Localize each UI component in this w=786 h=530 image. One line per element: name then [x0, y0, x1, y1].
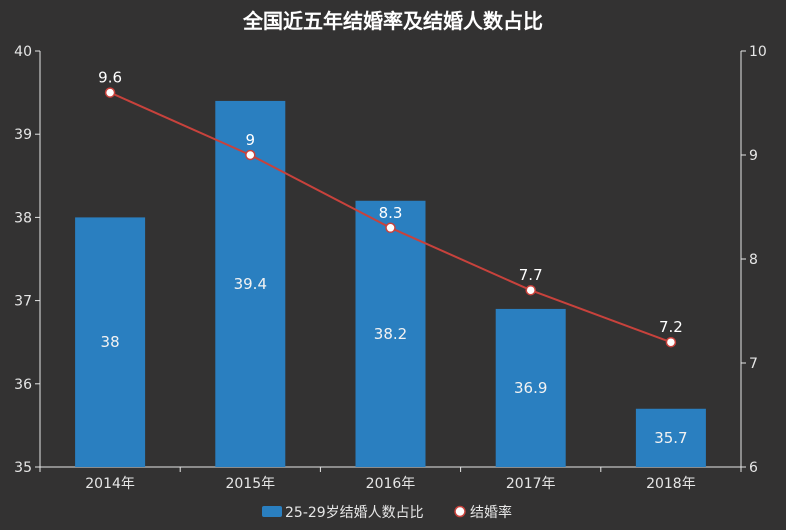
- line-data-label: 9.6: [98, 69, 122, 87]
- line-data-label: 9: [246, 131, 256, 149]
- bar: [635, 408, 706, 467]
- bar: [355, 200, 426, 467]
- line-data-label: 7.7: [519, 266, 543, 284]
- x-tick-label: 2015年: [225, 476, 275, 492]
- y-right-tick-label: 7: [749, 356, 758, 372]
- bar-data-label: 38: [101, 333, 120, 351]
- y-right-tick-label: 6: [749, 460, 758, 476]
- x-tick-label: 2018年: [646, 476, 696, 492]
- bar-data-label: 38.2: [374, 325, 407, 343]
- line-layer: 9.6 9 8.3 7.7 7.2: [98, 69, 683, 348]
- legend-bar-swatch: [262, 506, 282, 517]
- line-point: [385, 222, 396, 234]
- bar-data-label: 36.9: [514, 379, 547, 397]
- y-right-tick-label: 9: [749, 148, 758, 164]
- bars: 38 39.4 38.2 36.9 35.7: [75, 100, 706, 468]
- x-tick-label: 2017年: [506, 476, 556, 492]
- chart-title: 全国近五年结婚率及结婚人数占比: [242, 9, 543, 33]
- x-tick-label: 2014年: [85, 476, 135, 492]
- y-left-tick-label: 36: [14, 377, 32, 393]
- y-left-tick-label: 38: [14, 210, 32, 226]
- y-left-tick-label: 39: [14, 127, 32, 143]
- line-point: [104, 87, 116, 98]
- y-left-tick-label: 35: [14, 460, 32, 476]
- y-left-tick-label: 40: [14, 44, 32, 60]
- line-data-label: 8.3: [379, 204, 403, 222]
- legend-line-swatch: [454, 505, 466, 518]
- x-tick-label: 2016年: [366, 476, 416, 492]
- line-point: [245, 149, 256, 161]
- bar: [215, 100, 286, 468]
- axes: 35 36 37 38 39 40 6 7 8 9 10 2014年 2015年 2016年 2017年 20…: [14, 44, 767, 492]
- bar: [495, 308, 566, 467]
- y-right-tick-label: 8: [749, 252, 758, 268]
- line-data-label: 7.2: [659, 318, 683, 336]
- y-right-tick-label: 10: [749, 44, 767, 60]
- bar: [75, 217, 146, 467]
- y-left-tick-label: 37: [14, 294, 32, 310]
- legend-line-label: 结婚率: [470, 504, 512, 521]
- bar-data-label: 35.7: [654, 429, 687, 447]
- legend: 25-29岁结婚人数占比 结婚率: [262, 504, 512, 521]
- legend-bar-label: 25-29岁结婚人数占比: [285, 505, 424, 521]
- bar-data-label: 39.4: [234, 275, 267, 293]
- line-point: [525, 284, 536, 296]
- line-point: [665, 336, 677, 348]
